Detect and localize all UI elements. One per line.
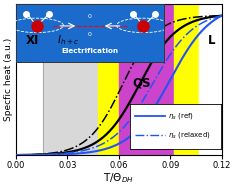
Bar: [199, 4, 222, 155]
Text: L: L: [208, 34, 215, 47]
X-axis label: T/$\Theta_{DH}$: T/$\Theta_{DH}$: [103, 171, 134, 185]
Text: $I_{h+c}$: $I_{h+c}$: [57, 33, 80, 47]
Bar: [119, 4, 174, 155]
Text: QS: QS: [133, 77, 151, 90]
Bar: [174, 4, 199, 155]
Bar: [43, 4, 98, 155]
Y-axis label: Specfic heat (a.u.): Specfic heat (a.u.): [4, 38, 13, 121]
Bar: [98, 4, 119, 155]
Text: XI: XI: [26, 34, 40, 47]
Bar: [16, 4, 43, 155]
